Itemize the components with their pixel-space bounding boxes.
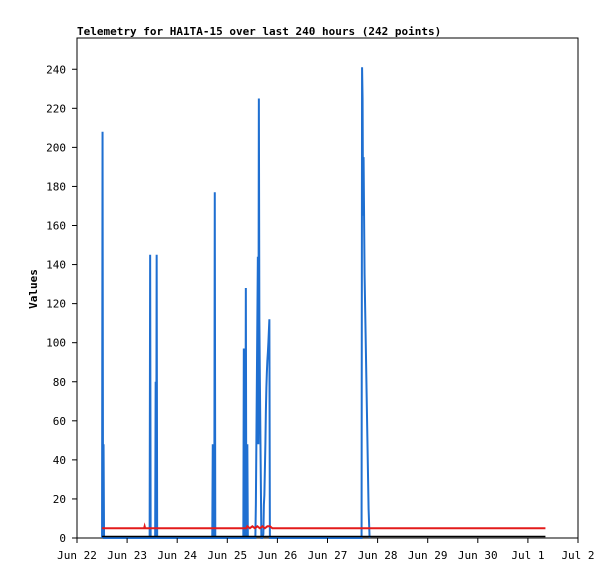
y-tick-label: 100 [46, 337, 66, 350]
series-line-1 [102, 522, 546, 530]
x-tick-label: Jun 22 [57, 549, 97, 562]
axis-layer: 0 20 40 60 80 100 120 140 160 180 200 220 240 Jun 22 J… [46, 63, 594, 562]
y-tick-label: 0 [59, 532, 66, 545]
x-tick-label: Jun 24 [157, 549, 197, 562]
x-tick-label: Jun 23 [107, 549, 147, 562]
y-tick-label: 240 [46, 63, 66, 76]
y-tick-label: 20 [53, 493, 66, 506]
series-layer [101, 67, 546, 539]
y-tick-label: 40 [53, 454, 66, 467]
y-tick-label: 180 [46, 180, 66, 193]
x-tick-label: Jul 2 [561, 549, 594, 562]
series-line-0 [101, 67, 371, 539]
plot-area [76, 37, 579, 539]
x-tick-label: Jun 29 [408, 549, 448, 562]
y-tick-label: 160 [46, 220, 66, 233]
x-tick-label: Jun 25 [207, 549, 247, 562]
y-tick-label: 200 [46, 141, 66, 154]
y-axis-label: Values [27, 269, 40, 309]
y-tick-label: 120 [46, 298, 66, 311]
y-tick-label: 60 [53, 415, 66, 428]
y-tick-label: 140 [46, 259, 66, 272]
x-tick-label: Jun 30 [458, 549, 498, 562]
x-tick-label: Jun 28 [358, 549, 398, 562]
chart-title: Telemetry for HA1TA-15 over last 240 hou… [77, 25, 441, 38]
x-tick-label: Jul 1 [511, 549, 544, 562]
x-tick-label: Jun 27 [308, 549, 348, 562]
y-tick-label: 220 [46, 102, 66, 115]
x-tick-label: Jun 26 [258, 549, 298, 562]
y-tick-label: 80 [53, 376, 66, 389]
